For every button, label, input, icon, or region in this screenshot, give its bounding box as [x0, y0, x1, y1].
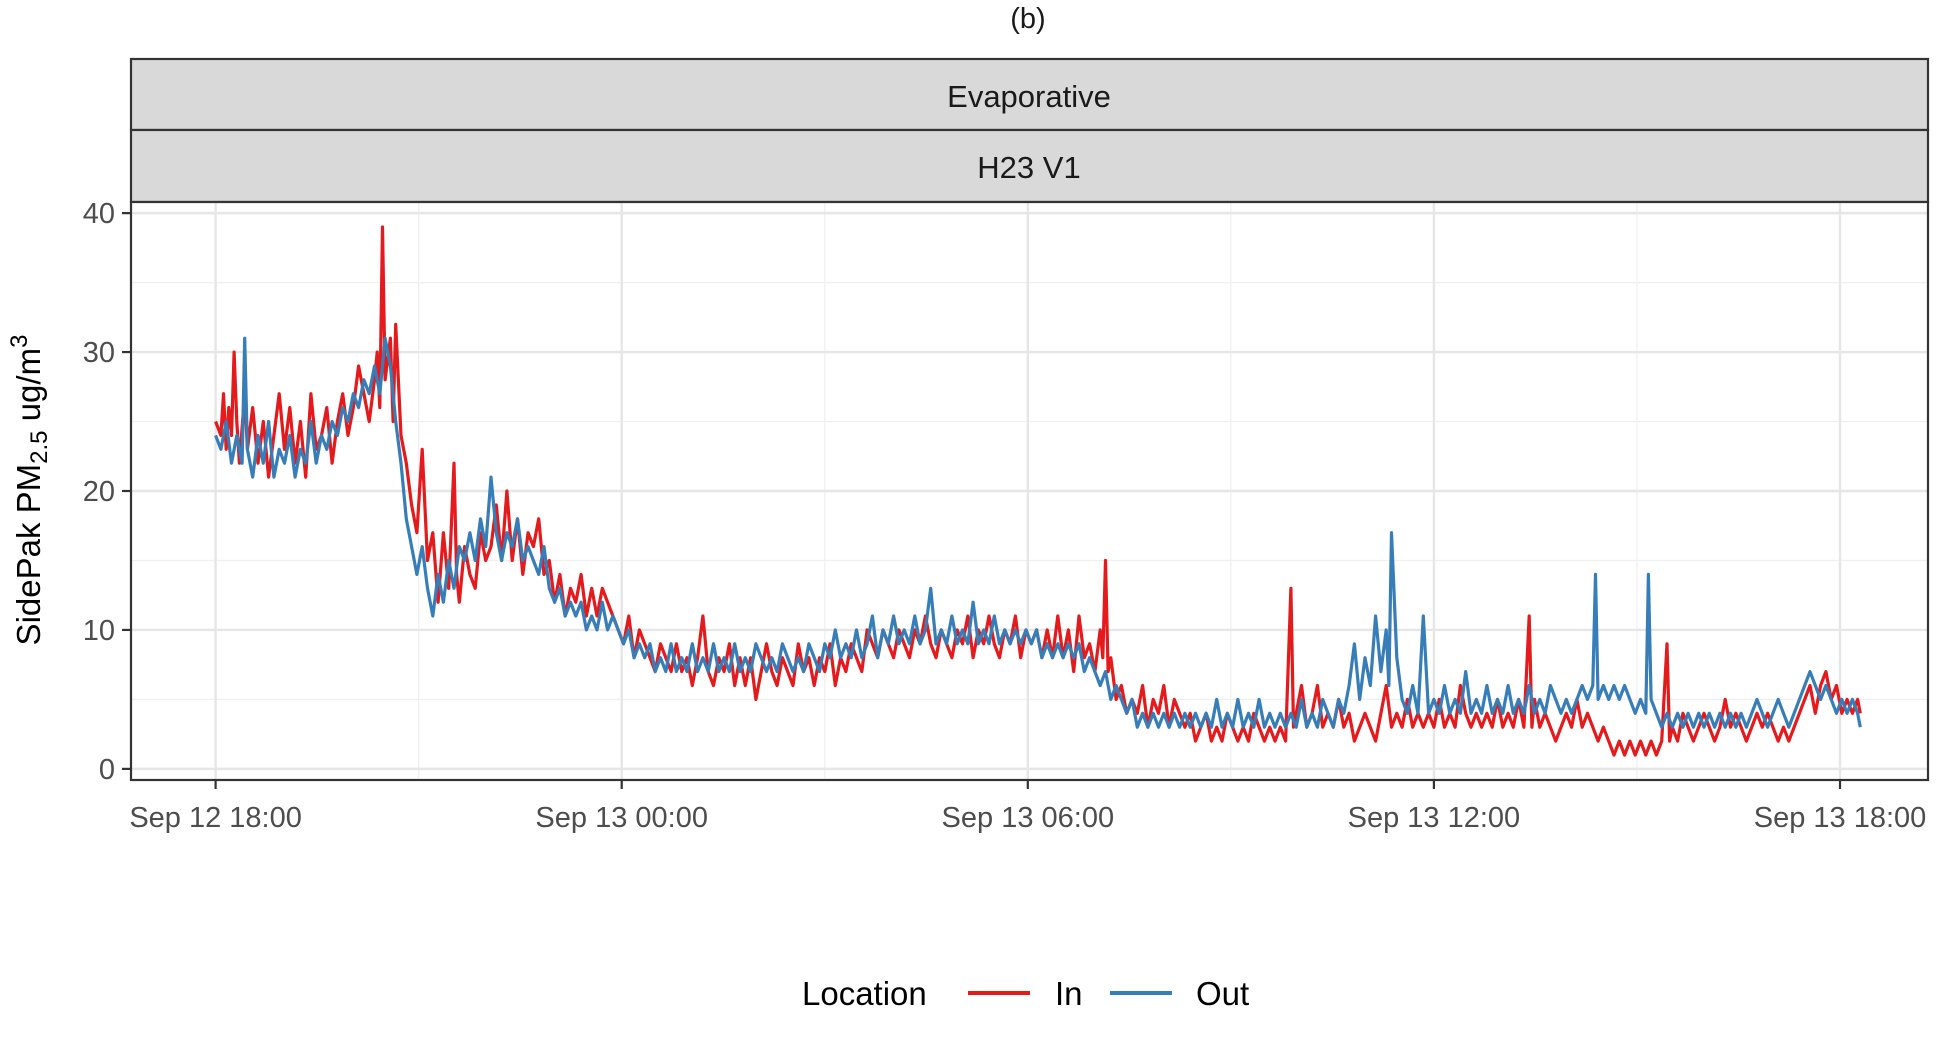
y-axis-title: SidePak PM2.5 ug/m3	[6, 335, 53, 646]
facet-strip-outer-label: Evaporative	[947, 79, 1111, 114]
legend-title: Location	[802, 975, 927, 1012]
facet-strip-outer	[129, 57, 1930, 132]
x-tick-label: Sep 13 00:00	[535, 802, 708, 834]
series-layer	[214, 225, 1862, 757]
y-tick-label: 20	[83, 476, 115, 508]
legend-label-in: In	[1055, 975, 1083, 1012]
y-tick-label: 0	[99, 754, 115, 786]
y-axis-title-superscript: 3	[6, 335, 33, 348]
x-tick-label: Sep 13 06:00	[942, 802, 1115, 834]
chart-title: (b)	[1010, 3, 1045, 35]
y-tick-label: 30	[83, 337, 115, 369]
facet-strip-inner-label: H23 V1	[977, 150, 1080, 185]
facet-strip-inner	[129, 128, 1930, 204]
y-axis: 0 10 20 30 40	[83, 198, 131, 786]
y-tick-label: 10	[83, 615, 115, 647]
x-axis: Sep 12 18:00 Sep 13 00:00 Sep 13 06:00 Sep …	[129, 780, 1926, 834]
y-tick-label: 40	[83, 198, 115, 230]
x-tick-label: Sep 13 18:00	[1754, 802, 1927, 834]
legend: Location In Out	[802, 975, 1249, 1012]
y-axis-title-main: SidePak PM	[10, 464, 47, 646]
series-line-out	[214, 336, 1862, 729]
legend-label-out: Out	[1196, 975, 1249, 1012]
x-tick-label: Sep 13 12:00	[1348, 802, 1521, 834]
y-axis-title-subscript: 2.5	[26, 430, 53, 463]
x-tick-label: Sep 12 18:00	[129, 802, 302, 834]
y-axis-title-unit: ug/m	[10, 348, 47, 431]
